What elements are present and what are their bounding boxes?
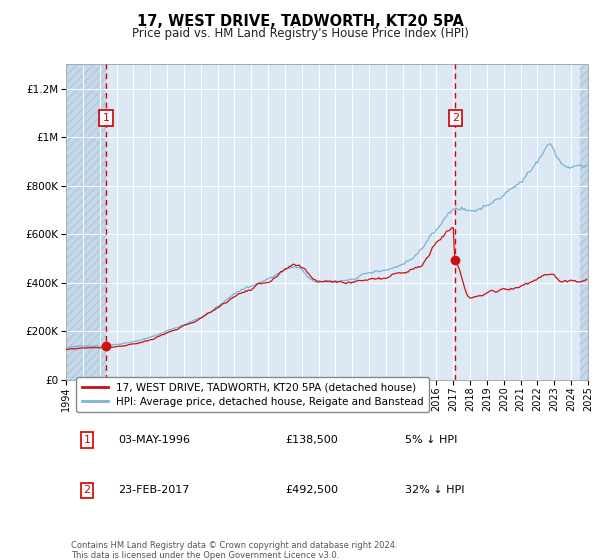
Text: Price paid vs. HM Land Registry's House Price Index (HPI): Price paid vs. HM Land Registry's House … <box>131 27 469 40</box>
Text: £492,500: £492,500 <box>285 486 338 495</box>
Text: 23-FEB-2017: 23-FEB-2017 <box>118 486 190 495</box>
Bar <box>580 64 588 380</box>
Text: 17, WEST DRIVE, TADWORTH, KT20 5PA: 17, WEST DRIVE, TADWORTH, KT20 5PA <box>137 14 463 29</box>
Bar <box>66 64 106 380</box>
Text: 5% ↓ HPI: 5% ↓ HPI <box>406 435 458 445</box>
Text: 03-MAY-1996: 03-MAY-1996 <box>118 435 190 445</box>
Legend: 17, WEST DRIVE, TADWORTH, KT20 5PA (detached house), HPI: Average price, detache: 17, WEST DRIVE, TADWORTH, KT20 5PA (deta… <box>76 377 429 412</box>
Text: 2: 2 <box>83 486 91 495</box>
Text: £138,500: £138,500 <box>285 435 338 445</box>
Text: 1: 1 <box>103 113 109 123</box>
Text: 2: 2 <box>452 113 459 123</box>
Text: Contains HM Land Registry data © Crown copyright and database right 2024.
This d: Contains HM Land Registry data © Crown c… <box>71 541 398 560</box>
Text: 1: 1 <box>83 435 91 445</box>
Text: 32% ↓ HPI: 32% ↓ HPI <box>406 486 465 495</box>
